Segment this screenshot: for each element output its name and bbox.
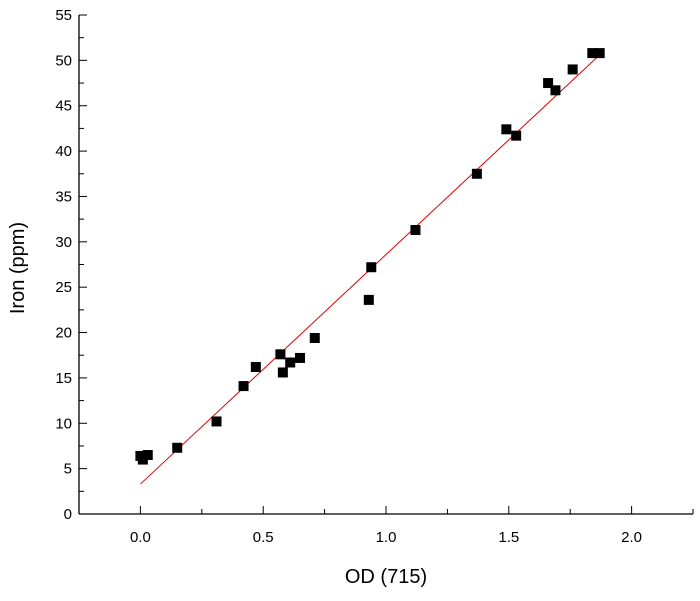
y-tick-label: 5 [64,461,72,478]
data-point [309,332,320,343]
y-axis-label: Iron (ppm) [7,222,29,314]
x-tick-label: 0.5 [253,529,274,546]
y-tick-label: 0 [64,506,72,523]
data-point [550,85,561,96]
y-tick-label: 15 [55,370,72,387]
data-point [410,225,421,236]
data-point [142,450,153,461]
y-tick-label: 30 [55,234,72,251]
y-tick-label: 25 [55,279,72,296]
data-point [363,294,374,305]
data-point [285,357,296,368]
data-point [587,48,598,59]
x-tick-label: 0.0 [130,529,151,546]
data-point [275,349,286,360]
data-point [277,367,288,378]
data-point [366,262,377,273]
data-point [295,352,306,363]
x-tick-label: 2.0 [621,529,642,546]
x-tick-label: 1.5 [498,529,519,546]
x-axis-label: OD (715) [345,566,427,588]
y-tick-label: 45 [55,98,72,115]
y-tick-label: 40 [55,143,72,160]
y-tick-label: 35 [55,188,72,205]
x-tick-label: 1.0 [376,529,397,546]
data-point [594,48,605,59]
data-point [172,442,183,453]
data-points [135,48,605,465]
data-point [250,362,261,373]
y-tick-label: 10 [55,415,72,432]
data-point [567,64,578,75]
data-point [543,78,554,89]
data-point [471,168,482,179]
data-point [211,416,222,427]
axes: 0 5 10 15 20 25 30 35 40 45 50 55 0.0 0.5 1.0 1.5 2.0 [55,7,694,546]
y-tick-label: 55 [55,7,72,24]
y-tick-label: 50 [55,52,72,69]
data-point [238,381,249,392]
data-point [501,124,512,135]
data-point [511,130,522,141]
y-tick-label: 20 [55,325,72,342]
